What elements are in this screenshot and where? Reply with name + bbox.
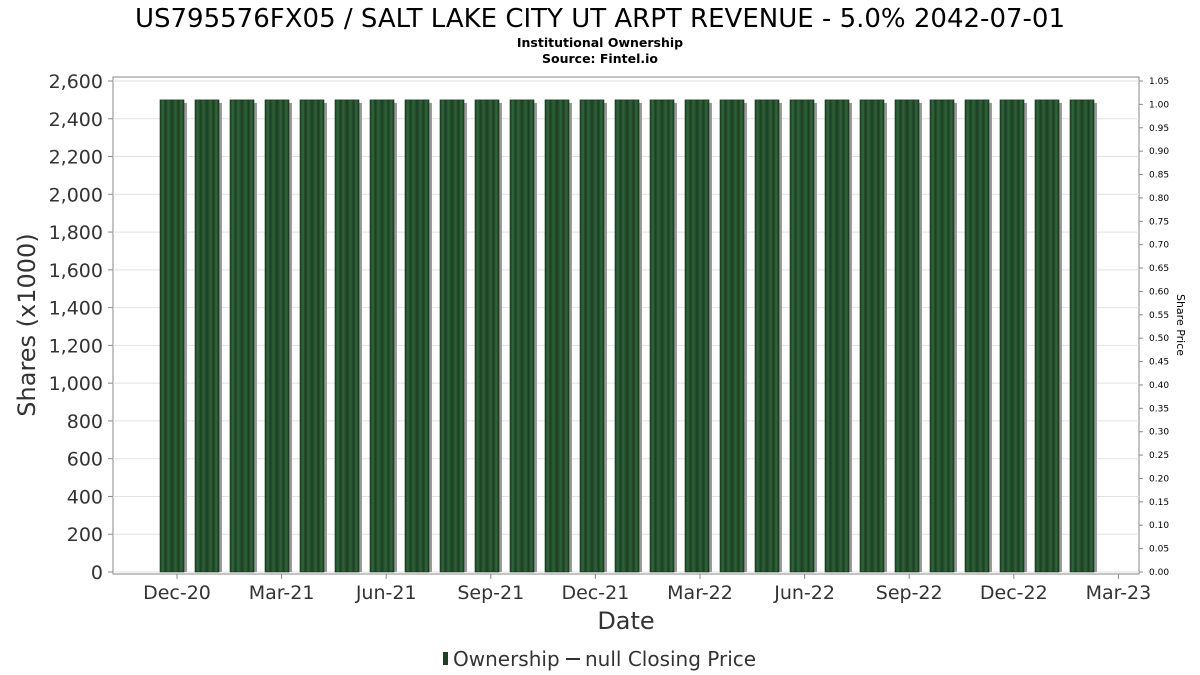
y2-tick-label: 0.40 (1149, 381, 1169, 391)
y2-axis-ticks: 0.00 0.05 0.10 0.15 0.20 0.25 0.30 0.35 0.40 0.45… (1139, 77, 1169, 578)
ownership-bar (649, 99, 675, 573)
y2-tick-label: 0.25 (1149, 451, 1169, 461)
ownership-bar (159, 99, 185, 573)
y-tick-label: 2,400 (49, 109, 103, 131)
y2-tick-label: 0.30 (1149, 428, 1169, 438)
x-tick-label: Dec-21 (561, 582, 629, 604)
ownership-bar (754, 99, 780, 573)
chart-subtitle-2: Source: Fintel.io (542, 51, 658, 66)
y2-tick-label: 0.70 (1149, 241, 1169, 251)
y2-tick-label: 0.50 (1149, 334, 1169, 344)
y2-tick-label: 0.85 (1149, 171, 1169, 181)
y-tick-label: 800 (67, 411, 103, 433)
y-tick-label: 1,400 (49, 298, 103, 320)
ownership-bar (369, 99, 395, 573)
x-tick-label: Jun-22 (773, 582, 835, 604)
ownership-bar (544, 99, 570, 573)
y-tick-label: 1,200 (49, 335, 103, 357)
y-tick-label: 1,600 (49, 260, 103, 282)
y2-tick-label: 0.65 (1149, 264, 1169, 274)
y-tick-label: 600 (67, 449, 103, 471)
y-tick-label: 2,600 (49, 71, 103, 93)
x-tick-label: Mar-22 (667, 582, 733, 604)
y-tick-label: 1,800 (49, 222, 103, 244)
y2-tick-label: 0.60 (1149, 287, 1169, 297)
x-axis-label: Date (597, 607, 654, 635)
legend-ownership-swatch (443, 652, 448, 665)
y2-tick-label: 1.05 (1149, 77, 1169, 87)
x-tick-label: Dec-22 (980, 582, 1048, 604)
y-tick-label: 2,000 (49, 184, 103, 206)
ownership-bar (264, 99, 290, 573)
y2-tick-label: 0.15 (1149, 498, 1169, 508)
ownership-bar (229, 99, 255, 573)
ownership-bar (194, 99, 220, 573)
ownership-bar (334, 99, 360, 573)
y2-tick-label: 0.35 (1149, 404, 1169, 414)
ownership-bar (474, 99, 500, 573)
y-tick-label: 400 (67, 486, 103, 508)
ownership-bar (789, 99, 815, 573)
ownership-bar (999, 99, 1025, 573)
ownership-bar (964, 99, 990, 573)
ownership-bar (684, 99, 710, 573)
ownership-bar (509, 99, 535, 573)
y2-tick-label: 0.00 (1149, 568, 1169, 578)
y-tick-label: 2,200 (49, 147, 103, 169)
x-tick-label: Mar-23 (1086, 582, 1152, 604)
y-axis-ticks: 0 200 400 600 800 1,000 1,200 1,400 1,600 1,800 2,… (49, 71, 113, 584)
ownership-bar (404, 99, 430, 573)
ownership-bar (859, 99, 885, 573)
y2-tick-label: 0.55 (1149, 311, 1169, 321)
x-tick-label: Sep-22 (876, 582, 943, 604)
y2-tick-label: 0.45 (1149, 358, 1169, 368)
ownership-bar (439, 99, 465, 573)
y2-axis-label: Share Price (1174, 294, 1187, 356)
y-tick-label: 1,000 (49, 373, 103, 395)
ownership-bar (614, 99, 640, 573)
x-tick-label: Jun-21 (355, 582, 417, 604)
x-tick-label: Sep-21 (457, 582, 524, 604)
y-tick-label: 200 (67, 524, 103, 546)
ownership-bar (579, 99, 605, 573)
y2-tick-label: 0.20 (1149, 474, 1169, 484)
legend: Ownership null Closing Price (443, 647, 756, 671)
ownership-bar (824, 99, 850, 573)
legend-ownership-label: Ownership (453, 647, 560, 671)
y-tick-label: 0 (91, 562, 103, 584)
ownership-bar (1034, 99, 1060, 573)
bars (159, 99, 1097, 573)
chart-subtitle-1: Institutional Ownership (517, 35, 683, 50)
ownership-bar (1069, 99, 1095, 573)
y2-tick-label: 0.90 (1149, 147, 1169, 157)
ownership-bar (719, 99, 745, 573)
x-tick-label: Dec-20 (143, 582, 211, 604)
chart-title: US795576FX05 / SALT LAKE CITY UT ARPT RE… (135, 4, 1065, 34)
y2-tick-label: 0.75 (1149, 217, 1169, 227)
y-axis-label: Shares (x1000) (13, 233, 41, 416)
y2-tick-label: 0.95 (1149, 124, 1169, 134)
legend-price-label: null Closing Price (585, 647, 756, 671)
y2-tick-label: 1.00 (1149, 100, 1169, 110)
y2-tick-label: 0.05 (1149, 545, 1169, 555)
ownership-bar (894, 99, 920, 573)
ownership-bar (299, 99, 325, 573)
ownership-bar (929, 99, 955, 573)
y2-tick-label: 0.80 (1149, 194, 1169, 204)
x-axis-ticks: Dec-20 Mar-21 Jun-21 Sep-21 Dec-21 Mar-22 Jun-… (143, 574, 1151, 604)
y2-tick-label: 0.10 (1149, 521, 1169, 531)
x-tick-label: Mar-21 (249, 582, 315, 604)
